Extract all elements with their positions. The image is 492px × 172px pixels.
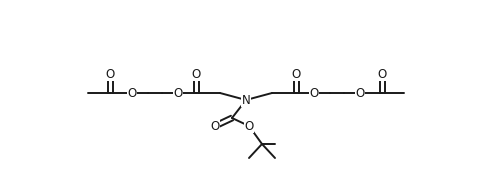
Text: O: O xyxy=(377,67,387,80)
Text: O: O xyxy=(127,87,137,99)
Text: O: O xyxy=(191,67,201,80)
Text: O: O xyxy=(291,67,301,80)
Text: O: O xyxy=(355,87,365,99)
Text: O: O xyxy=(105,67,115,80)
Text: O: O xyxy=(173,87,183,99)
Text: O: O xyxy=(211,120,219,132)
Text: O: O xyxy=(309,87,319,99)
Text: N: N xyxy=(242,94,250,106)
Text: O: O xyxy=(245,120,253,132)
